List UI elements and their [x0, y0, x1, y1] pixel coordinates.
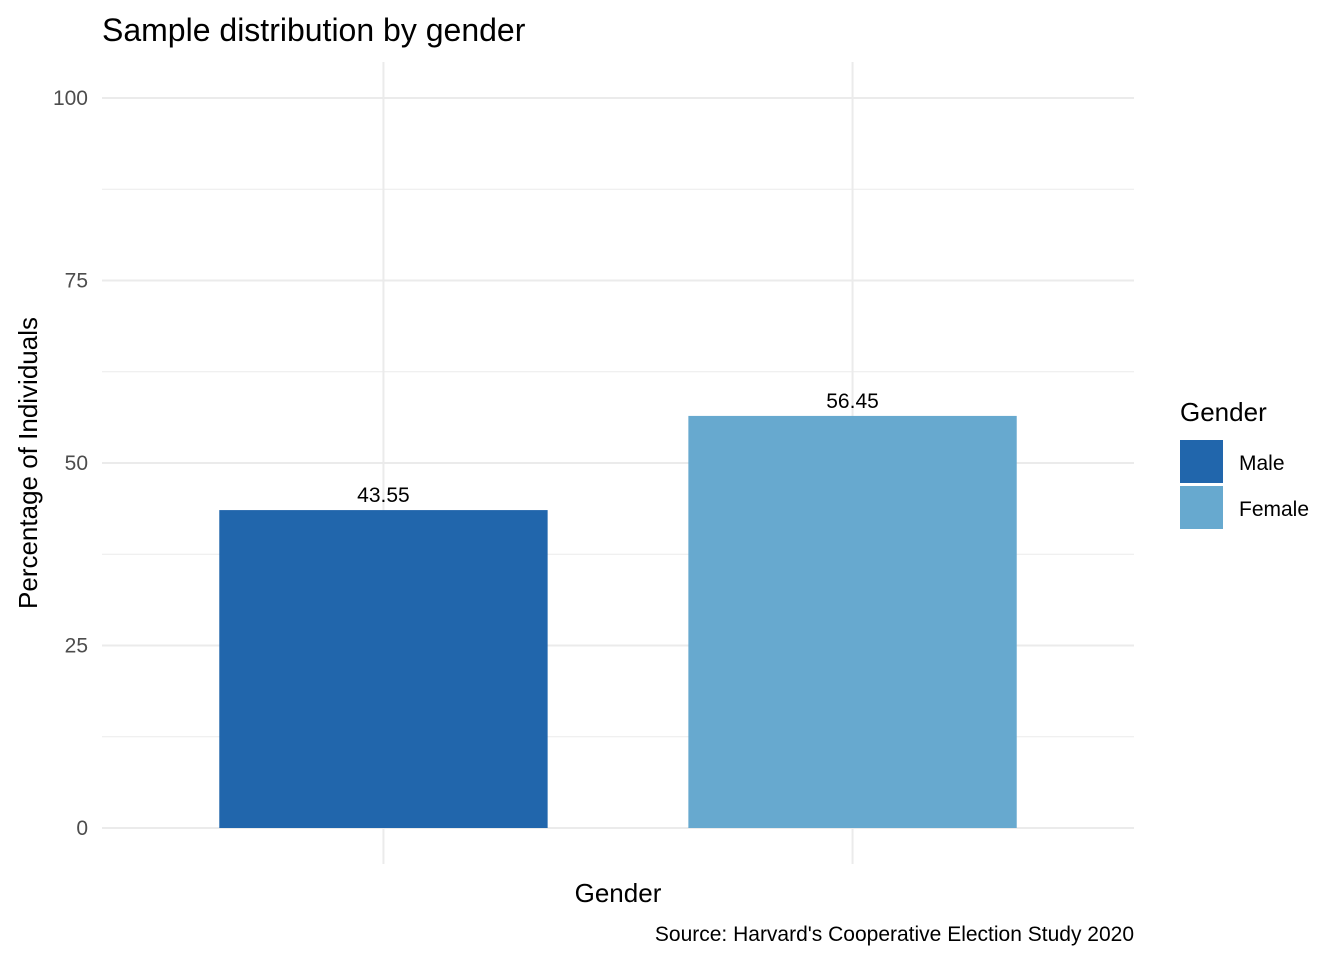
bar-value-label: 43.55 [357, 484, 410, 507]
y-tick-label: 25 [65, 635, 88, 658]
y-tick-label: 100 [53, 87, 88, 110]
y-axis-label: Percentage of Individuals [13, 317, 43, 609]
y-tick-label: 75 [65, 270, 88, 293]
y-tick-label: 50 [65, 452, 88, 475]
y-tick-label: 0 [76, 817, 88, 840]
legend-label-female: Female [1239, 498, 1309, 521]
bar-male [219, 510, 548, 828]
bar-female [688, 415, 1017, 828]
legend-label-male: Male [1239, 452, 1285, 475]
bars [219, 415, 1017, 828]
bar-value-label: 56.45 [826, 390, 879, 413]
chart-title: Sample distribution by gender [102, 12, 526, 48]
legend-swatch-female [1180, 486, 1223, 529]
legend: Gender Male Female [1180, 397, 1309, 529]
bar-value-labels: 43.55 56.45 [357, 390, 879, 507]
x-axis-label: Gender [575, 878, 662, 908]
legend-swatch-male [1180, 440, 1223, 483]
y-axis-ticks: 0 25 50 75 100 [53, 87, 88, 840]
caption: Source: Harvard's Cooperative Election S… [655, 923, 1134, 946]
legend-title: Gender [1180, 397, 1267, 427]
legend-entries: Male Female [1180, 440, 1309, 529]
